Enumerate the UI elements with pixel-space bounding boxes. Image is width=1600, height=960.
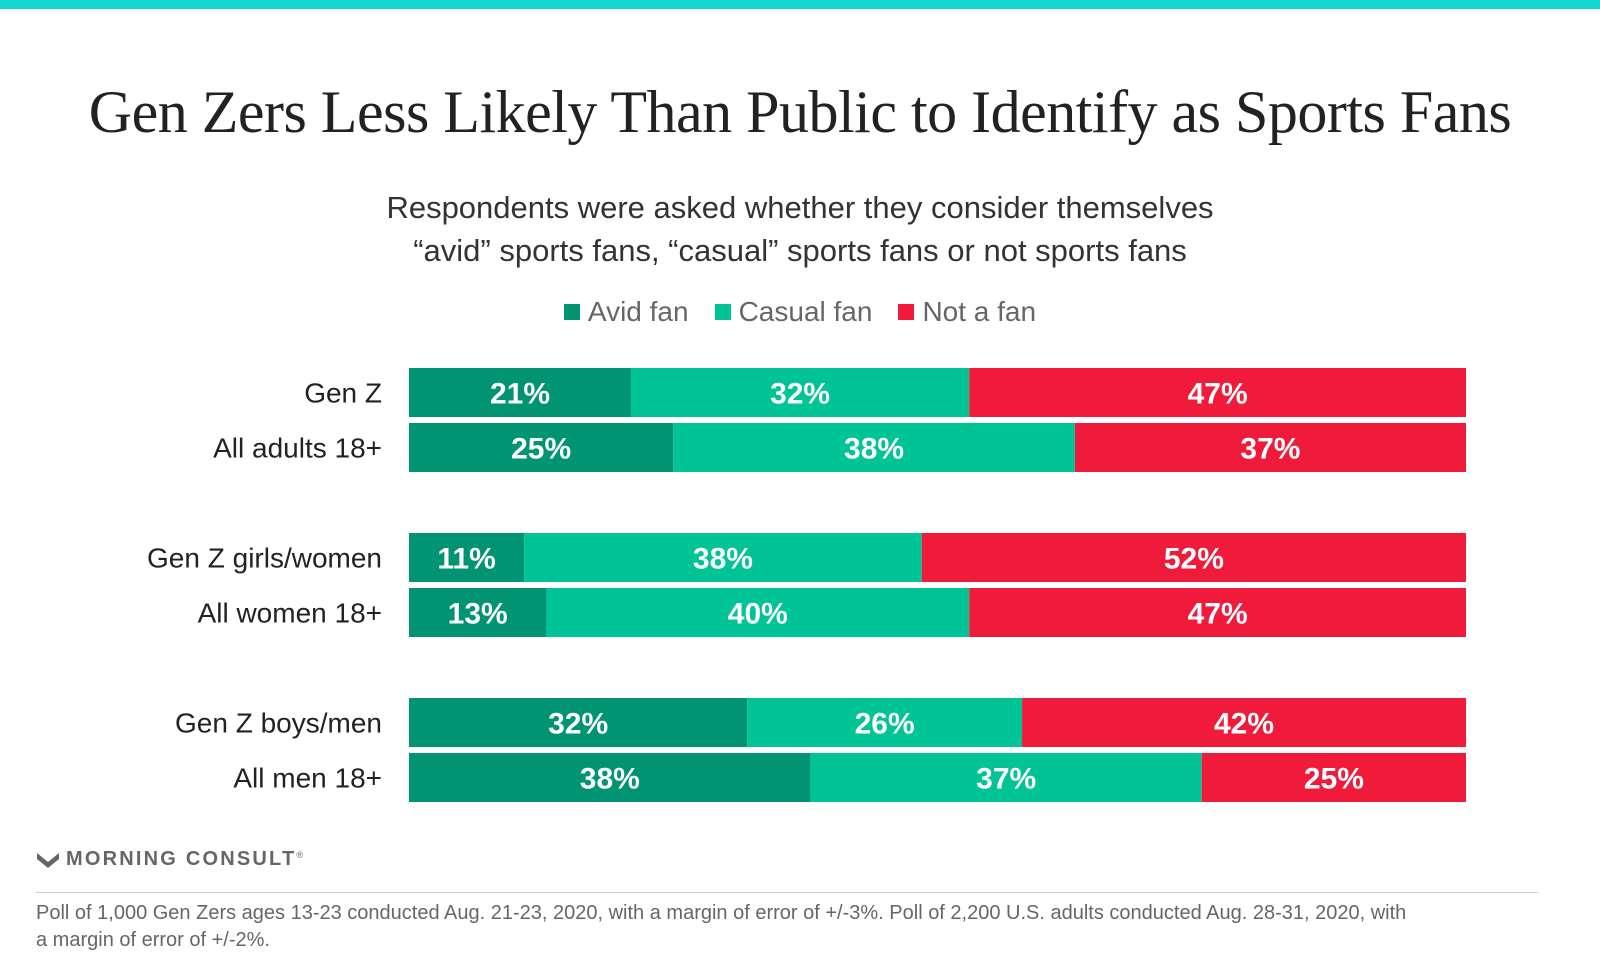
legend-item-avid: Avid fan bbox=[563, 296, 689, 328]
legend-swatch-avid bbox=[563, 304, 580, 320]
subtitle-line-1: Respondents were asked whether they cons… bbox=[386, 190, 1214, 225]
legend-label-avid: Avid fan bbox=[587, 296, 689, 327]
morning-consult-logo-icon bbox=[37, 852, 59, 868]
data-label: 21% bbox=[490, 378, 550, 411]
category-label: Gen Z boys/men bbox=[175, 708, 382, 739]
legend-label-not-fan: Not a fan bbox=[922, 296, 1037, 327]
bar-segment bbox=[921, 533, 1466, 582]
data-label: 38% bbox=[580, 763, 640, 796]
data-label: 52% bbox=[1164, 543, 1224, 576]
chart-legend: Avid fan Casual fan Not a fan bbox=[0, 296, 1600, 328]
category-label: All adults 18+ bbox=[213, 433, 382, 464]
bar-segment bbox=[546, 588, 970, 637]
bar-segment bbox=[810, 753, 1202, 802]
bar-segment bbox=[969, 588, 1466, 637]
stacked-bar-chart: Gen Z 21% 32% 47% All adults 18+ 25% 38% 37% Gen… bbox=[147, 368, 1466, 802]
data-label: 13% bbox=[448, 598, 508, 631]
top-accent-bar bbox=[0, 0, 1600, 9]
data-label: 40% bbox=[728, 598, 788, 631]
bar-segment bbox=[747, 698, 1023, 747]
data-label: 11% bbox=[437, 543, 495, 576]
brand-registered-mark: ® bbox=[296, 849, 304, 860]
legend-item-not-fan: Not a fan bbox=[898, 296, 1036, 328]
data-label: 26% bbox=[855, 708, 915, 741]
subtitle-line-2: “avid” sports fans, “casual” sports fans… bbox=[413, 233, 1187, 268]
bar-segment bbox=[969, 368, 1466, 417]
data-label: 42% bbox=[1214, 708, 1274, 741]
data-label: 38% bbox=[693, 543, 753, 576]
footer-divider bbox=[36, 892, 1538, 893]
legend-label-casual: Casual fan bbox=[738, 296, 873, 327]
category-label: Gen Z bbox=[304, 378, 382, 409]
data-label: 32% bbox=[770, 378, 830, 411]
brand: MORNING CONSULT ® bbox=[36, 848, 303, 871]
data-label: 47% bbox=[1188, 378, 1248, 411]
bar-segment bbox=[409, 698, 748, 747]
legend-swatch-casual bbox=[714, 304, 731, 320]
bar-segment bbox=[630, 368, 970, 417]
bar-segment bbox=[1074, 423, 1466, 472]
legend-item-casual: Casual fan bbox=[714, 296, 873, 328]
category-label: All men 18+ bbox=[233, 763, 382, 794]
data-label: 38% bbox=[844, 433, 904, 466]
bar-segment bbox=[409, 753, 811, 802]
data-label: 37% bbox=[1240, 433, 1300, 466]
brand-name: MORNING CONSULT bbox=[66, 848, 297, 870]
category-label: All women 18+ bbox=[198, 598, 382, 629]
category-label: Gen Z girls/women bbox=[147, 543, 382, 574]
footnote-line-1: Poll of 1,000 Gen Zers ages 13-23 conduc… bbox=[36, 902, 1407, 924]
chart-subtitle: Respondents were asked whether they cons… bbox=[200, 186, 1400, 272]
chart-title: Gen Zers Less Likely Than Public to Iden… bbox=[88, 79, 1512, 145]
footnote-line-2: a margin of error of +/-2%. bbox=[36, 929, 270, 951]
data-label: 47% bbox=[1188, 598, 1248, 631]
footnote: Poll of 1,000 Gen Zers ages 13-23 conduc… bbox=[36, 900, 1556, 954]
legend-swatch-not-fan bbox=[898, 304, 915, 320]
data-label: 25% bbox=[1304, 763, 1364, 796]
bar-segment bbox=[409, 533, 525, 582]
data-label: 25% bbox=[511, 433, 571, 466]
bar-segment bbox=[409, 588, 547, 637]
bar-segment bbox=[673, 423, 1075, 472]
bar-segment bbox=[1022, 698, 1466, 747]
data-label: 37% bbox=[976, 763, 1036, 796]
data-label: 32% bbox=[548, 708, 608, 741]
bar-segment bbox=[524, 533, 922, 582]
bar-segment bbox=[409, 368, 631, 417]
bar-segment bbox=[1201, 753, 1466, 802]
bar-segment bbox=[409, 423, 674, 472]
